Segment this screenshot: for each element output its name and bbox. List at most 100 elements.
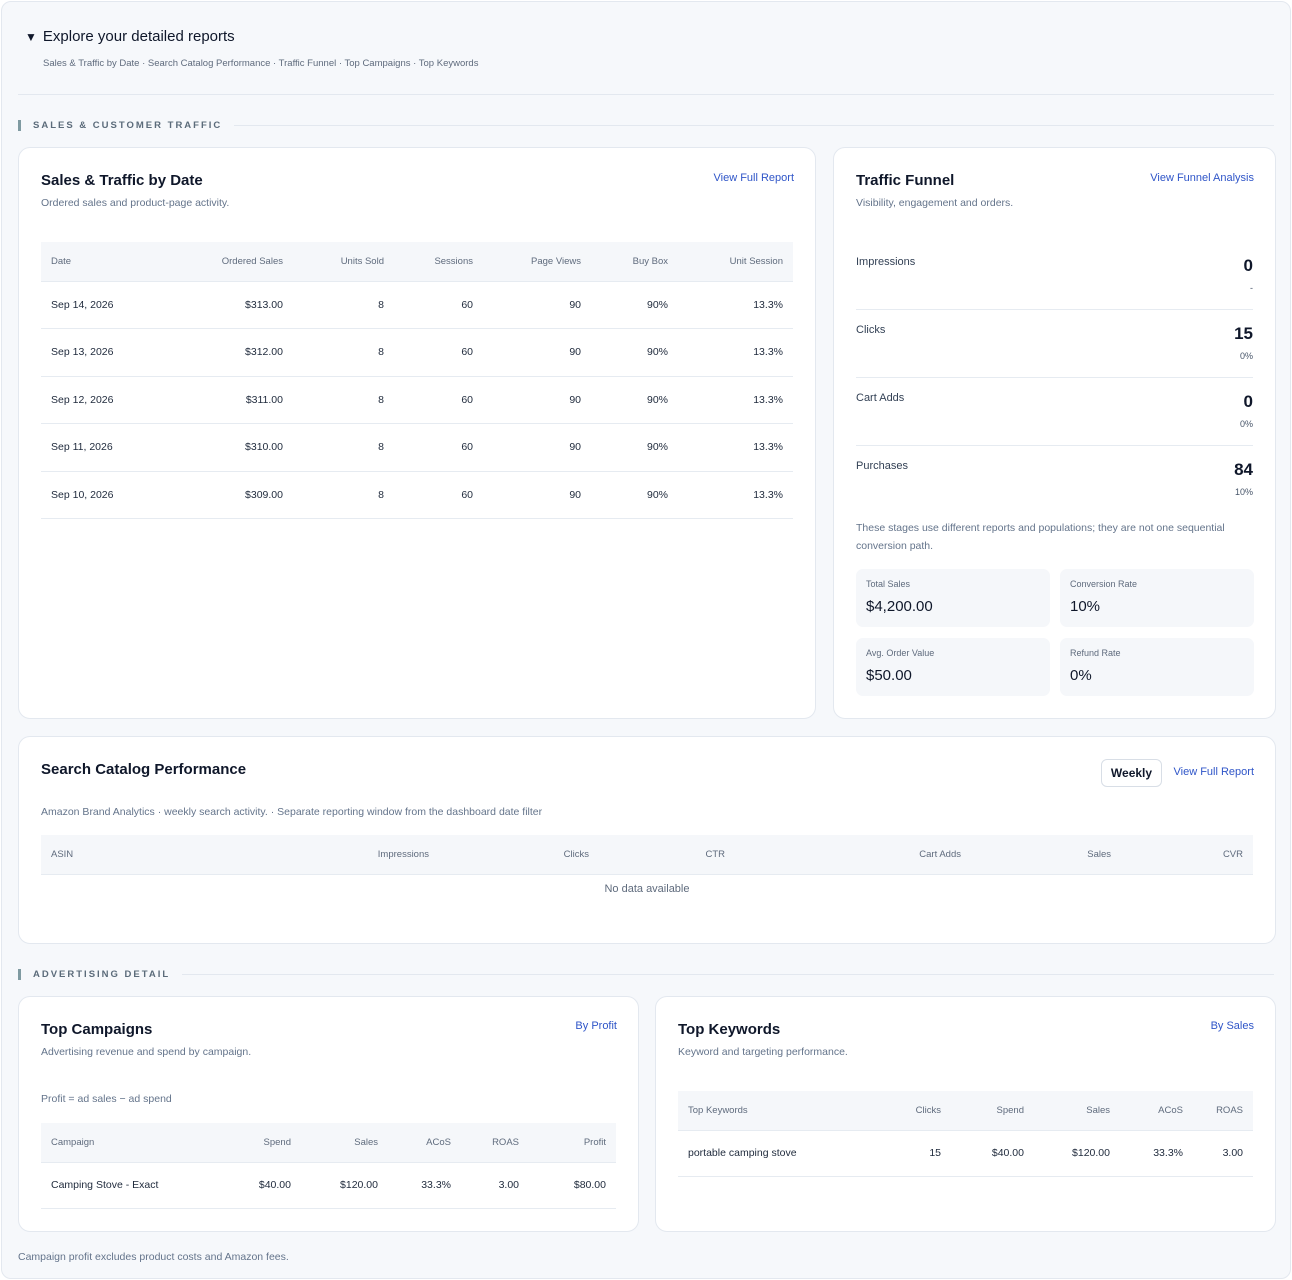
table-cell: $312.00 [171,328,293,377]
table-cell: Sep 13, 2026 [41,328,171,377]
weekly-toggle-button[interactable]: Weekly [1101,759,1162,787]
table-cell: 90% [591,376,678,424]
card-subtitle: Advertising revenue and spend by campaig… [41,1046,252,1058]
card-title: Top Campaigns [41,1021,153,1038]
table-row: Camping Stove - Exact $40.00 $120.00 33.3% 3… [41,1162,616,1209]
column-header: Top Keywords [678,1091,888,1131]
by-profit-link[interactable]: By Profit [575,1020,617,1032]
stat-value: $4,200.00 [866,598,933,615]
top-keywords-table: Top Keywords Clicks Spend Sales ACoS ROAS por… [678,1091,1253,1177]
table-cell: 8 [293,281,394,329]
table-cell: Sep 11, 2026 [41,423,171,472]
funnel-stage-impressions: Impressions 0 - [856,256,1253,310]
column-header: Date [41,242,171,282]
table-cell: 90 [483,471,591,519]
stat-label: Total Sales [866,579,911,589]
table-cell: 60 [394,281,483,329]
table-row: Sep 14, 2026 $313.00 8 60 90 90% 13.3% [41,281,793,329]
column-header: Spend [221,1123,301,1163]
table-cell: Sep 14, 2026 [41,281,171,329]
card-subtitle: Ordered sales and product-page activity. [41,197,230,209]
table-cell: Camping Stove - Exact [41,1162,221,1209]
view-full-report-link[interactable]: View Full Report [1173,766,1255,778]
profit-formula-note: Profit = ad sales − ad spend [41,1093,172,1105]
top-campaigns-card: Top Campaigns Advertising revenue and sp… [18,996,639,1232]
section-label: ADVERTISING DETAIL [33,969,171,980]
table-cell: 90% [591,328,678,377]
column-header: Spend [951,1091,1034,1131]
stat-value: $50.00 [866,667,912,684]
table-cell: 13.3% [678,281,793,329]
section-rule [182,974,1274,975]
stage-name: Impressions [856,256,916,268]
explore-title: Explore your detailed reports [42,28,235,45]
sales-traffic-table: Date Ordered Sales Units Sold Sessions Page … [41,242,793,519]
table-cell: $40.00 [221,1162,301,1209]
column-header: ACoS [388,1123,461,1163]
table-cell: 90 [483,281,591,329]
stage-name: Clicks [856,324,886,336]
stage-rate: 10% [1234,487,1253,497]
section-rule [234,125,1274,126]
column-header: Impressions [241,835,439,875]
table-cell: 60 [394,376,483,424]
table-cell: 90% [591,423,678,472]
stage-value: 84 [1234,460,1253,479]
column-header: Profit [529,1123,616,1163]
divider [18,94,1274,95]
table-cell: 3.00 [461,1162,529,1209]
table-row: Sep 11, 2026 $310.00 8 60 90 90% 13.3% [41,423,793,472]
column-header: Page Views [483,242,591,282]
column-header: Cart Adds [735,835,971,875]
stage-name: Cart Adds [856,392,905,404]
stage-rate: - [1250,283,1253,293]
table-row: portable camping stove 15 $40.00 $120.00 33.… [678,1130,1253,1177]
column-header: Sales [301,1123,388,1163]
card-title: Search Catalog Performance [41,761,247,778]
column-header: Clicks [888,1091,951,1131]
table-cell: Sep 12, 2026 [41,376,171,424]
table-row: Sep 10, 2026 $309.00 8 60 90 90% 13.3% [41,471,793,519]
view-full-report-link[interactable]: View Full Report [713,172,795,184]
column-header: Sessions [394,242,483,282]
funnel-note: These stages use different reports and p… [856,522,1225,552]
column-header: CTR [599,835,735,875]
stat-label: Refund Rate [1070,648,1121,658]
table-cell: 8 [293,423,394,472]
table-cell: 90% [591,281,678,329]
table-cell: 90 [483,423,591,472]
table-cell: 13.3% [678,328,793,377]
funnel-stage-cart-adds: Cart Adds 0 0% [856,392,1253,446]
table-cell: 33.3% [1120,1130,1193,1177]
table-cell: 13.3% [678,471,793,519]
column-header: Campaign [41,1123,221,1163]
column-header: Buy Box [591,242,678,282]
column-header: Units Sold [293,242,394,282]
by-sales-link[interactable]: By Sales [1210,1020,1254,1032]
card-subtitle: Amazon Brand Analytics · weekly search a… [41,806,543,818]
traffic-funnel-card: Traffic Funnel Visibility, engagement an… [833,147,1276,719]
explore-reports-toggle[interactable]: ▼ Explore your detailed reports Sales & … [25,28,478,69]
table-cell: 33.3% [388,1162,461,1209]
table-cell: 60 [394,423,483,472]
table-cell: $311.00 [171,376,293,424]
sales-traffic-card: Sales & Traffic by Date Ordered sales an… [18,147,816,719]
table-cell: $309.00 [171,471,293,519]
card-title: Traffic Funnel [856,172,955,189]
card-title: Sales & Traffic by Date [41,172,203,189]
section-marker [18,969,21,980]
table-cell: $310.00 [171,423,293,472]
card-subtitle: Keyword and targeting performance. [678,1046,848,1058]
table-cell: $313.00 [171,281,293,329]
stage-name: Purchases [856,460,908,472]
view-funnel-analysis-link[interactable]: View Funnel Analysis [1150,172,1254,184]
column-header: Unit Session [678,242,793,282]
table-cell: 90% [591,471,678,519]
search-catalog-table: ASIN Impressions Clicks CTR Cart Adds Sales CV… [41,835,1253,875]
column-header: Ordered Sales [171,242,293,282]
stat-value: 10% [1070,598,1101,615]
table-cell: 13.3% [678,376,793,424]
stat-avg-order-value: Avg. Order Value $50.00 [856,638,1050,696]
triangle-down-icon: ▼ [25,29,37,44]
